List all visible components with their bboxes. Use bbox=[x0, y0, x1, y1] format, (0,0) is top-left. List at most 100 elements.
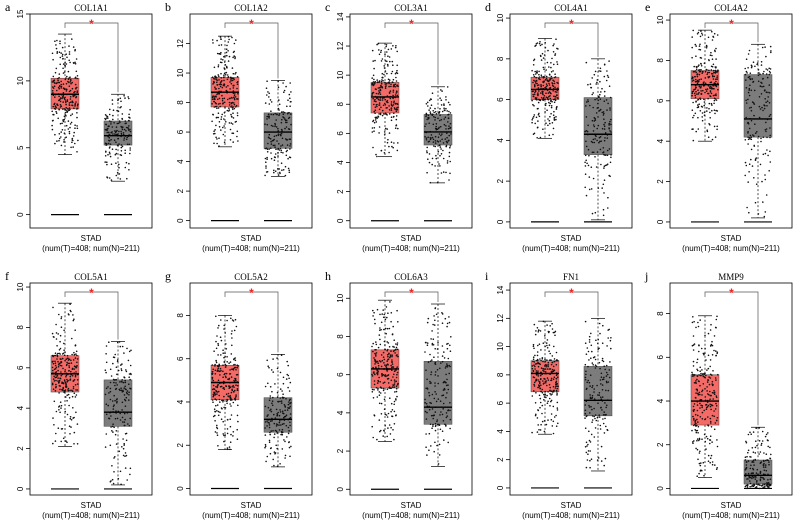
data-point bbox=[121, 128, 124, 131]
data-point bbox=[425, 123, 427, 125]
data-point bbox=[211, 376, 214, 379]
data-point bbox=[692, 29, 694, 32]
data-point bbox=[711, 30, 713, 33]
data-point bbox=[107, 142, 110, 145]
data-point bbox=[285, 397, 287, 400]
data-point bbox=[386, 316, 388, 319]
data-point bbox=[592, 92, 594, 94]
data-point bbox=[701, 438, 703, 441]
data-point bbox=[445, 373, 447, 376]
data-point bbox=[280, 151, 283, 154]
data-point bbox=[111, 465, 113, 467]
data-point bbox=[115, 126, 118, 128]
data-point bbox=[599, 367, 601, 370]
data-point bbox=[556, 401, 559, 404]
data-point bbox=[378, 402, 381, 405]
data-point bbox=[280, 149, 283, 152]
data-point bbox=[379, 360, 382, 363]
data-point bbox=[277, 134, 280, 137]
data-point bbox=[63, 115, 66, 118]
data-point bbox=[123, 424, 126, 427]
data-point bbox=[123, 421, 126, 423]
data-point bbox=[277, 174, 280, 176]
data-point bbox=[695, 326, 697, 329]
data-point bbox=[446, 366, 449, 368]
data-point bbox=[711, 463, 714, 466]
data-point bbox=[699, 49, 702, 51]
data-point bbox=[76, 354, 78, 357]
data-point bbox=[757, 69, 760, 71]
data-point bbox=[120, 368, 123, 370]
data-point bbox=[62, 437, 65, 440]
data-point bbox=[424, 410, 427, 413]
data-point bbox=[556, 382, 558, 385]
data-point bbox=[604, 414, 606, 416]
data-point bbox=[439, 119, 441, 122]
data-point bbox=[707, 92, 710, 95]
data-point bbox=[386, 99, 389, 102]
data-point bbox=[225, 376, 227, 379]
data-point bbox=[128, 391, 130, 394]
data-point bbox=[231, 344, 233, 347]
data-point bbox=[439, 140, 442, 142]
normal-group bbox=[583, 317, 613, 489]
data-point bbox=[378, 391, 381, 393]
data-point bbox=[434, 441, 436, 444]
data-point bbox=[59, 377, 62, 380]
data-point bbox=[57, 79, 59, 82]
normal-points bbox=[744, 427, 772, 490]
data-point bbox=[768, 115, 771, 117]
data-point bbox=[289, 455, 291, 458]
data-point bbox=[396, 342, 399, 344]
data-point bbox=[754, 201, 757, 204]
data-point bbox=[387, 312, 389, 315]
data-point bbox=[375, 386, 378, 389]
data-point bbox=[602, 147, 605, 149]
data-point bbox=[76, 358, 79, 360]
data-point bbox=[216, 434, 219, 437]
data-point bbox=[125, 370, 128, 373]
data-point bbox=[584, 173, 587, 175]
data-point bbox=[540, 74, 543, 76]
data-point bbox=[756, 468, 759, 471]
data-point bbox=[445, 412, 448, 414]
data-point bbox=[431, 330, 433, 332]
data-point bbox=[749, 485, 751, 488]
data-point bbox=[377, 387, 379, 390]
data-point bbox=[233, 390, 235, 393]
data-point bbox=[110, 138, 112, 141]
data-point bbox=[372, 97, 375, 100]
data-point bbox=[549, 352, 551, 355]
data-point bbox=[430, 414, 433, 417]
data-point bbox=[443, 118, 446, 120]
data-point bbox=[70, 419, 73, 421]
x-axis-label: STAD bbox=[81, 234, 102, 243]
data-point bbox=[437, 382, 440, 385]
data-point bbox=[59, 98, 61, 100]
data-point bbox=[694, 112, 697, 115]
data-point bbox=[65, 90, 68, 92]
data-point bbox=[711, 461, 714, 463]
data-point bbox=[394, 381, 396, 383]
data-point bbox=[693, 417, 695, 420]
data-point bbox=[584, 130, 586, 133]
data-point bbox=[271, 390, 273, 393]
data-point bbox=[706, 390, 708, 392]
data-point bbox=[212, 113, 214, 116]
data-point bbox=[692, 409, 695, 412]
data-point bbox=[274, 144, 276, 147]
data-point bbox=[745, 79, 747, 81]
data-point bbox=[392, 104, 395, 106]
data-point bbox=[591, 419, 594, 421]
data-point bbox=[709, 54, 712, 56]
data-point bbox=[127, 126, 129, 129]
data-point bbox=[118, 143, 120, 145]
data-point bbox=[124, 152, 126, 154]
data-point bbox=[214, 102, 217, 104]
data-point bbox=[226, 447, 229, 449]
data-point bbox=[534, 122, 536, 125]
data-point bbox=[222, 420, 224, 423]
data-point bbox=[220, 51, 222, 54]
data-point bbox=[704, 91, 706, 94]
data-point bbox=[68, 51, 71, 53]
